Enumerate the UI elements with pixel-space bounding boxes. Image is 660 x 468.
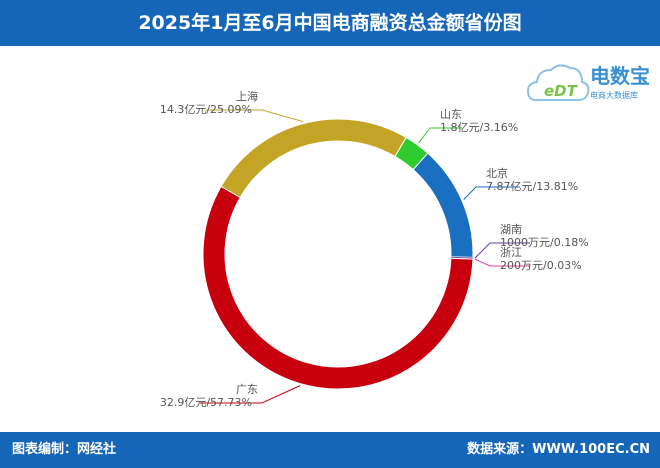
slice-name-山东: 山东 — [440, 108, 462, 121]
slice-value-广东: 32.9亿元/57.73% — [160, 396, 252, 409]
chart-title: 2025年1月至6月中国电商融资总金额省份图 — [138, 12, 522, 34]
footer-data-source: 数据来源：WWW.100EC.CN — [467, 442, 650, 457]
logo-name: 电数宝 — [590, 64, 650, 88]
slice-name-北京: 北京 — [486, 166, 508, 180]
slice-上海 — [220, 118, 407, 199]
slice-name-上海: 上海 — [236, 89, 258, 103]
slice-value-山东: 1.8亿元/3.16% — [440, 121, 518, 134]
leader-浙江 — [474, 258, 530, 267]
header-bar — [0, 0, 660, 46]
footer-source-editor: 图表编制：网经社 — [12, 442, 117, 457]
slice-name-浙江: 浙江 — [500, 246, 522, 259]
slice-name-湖南: 湖南 — [500, 223, 522, 236]
slice-value-北京: 7.87亿元/13.81% — [486, 180, 578, 193]
slice-广东 — [202, 185, 474, 390]
leader-北京 — [463, 186, 520, 200]
slice-name-广东: 广东 — [236, 383, 258, 396]
slice-北京 — [412, 152, 474, 258]
leader-山东 — [418, 127, 462, 144]
leader-广东 — [200, 385, 301, 404]
logo-subtitle: 电商大数据库 — [590, 91, 638, 100]
leader-湖南 — [474, 242, 530, 259]
slice-value-浙江: 200万元/0.03% — [500, 259, 582, 272]
footer-bar: 图表编制：网经社 数据来源：WWW.100EC.CN — [0, 432, 660, 468]
logo-mark: eDT — [544, 82, 577, 100]
leader-上海 — [206, 109, 304, 123]
cloud-logo-icon — [526, 64, 590, 101]
slice-value-湖南: 1000万元/0.18% — [500, 236, 589, 249]
slice-value-上海: 14.3亿元/25.09% — [160, 103, 252, 116]
